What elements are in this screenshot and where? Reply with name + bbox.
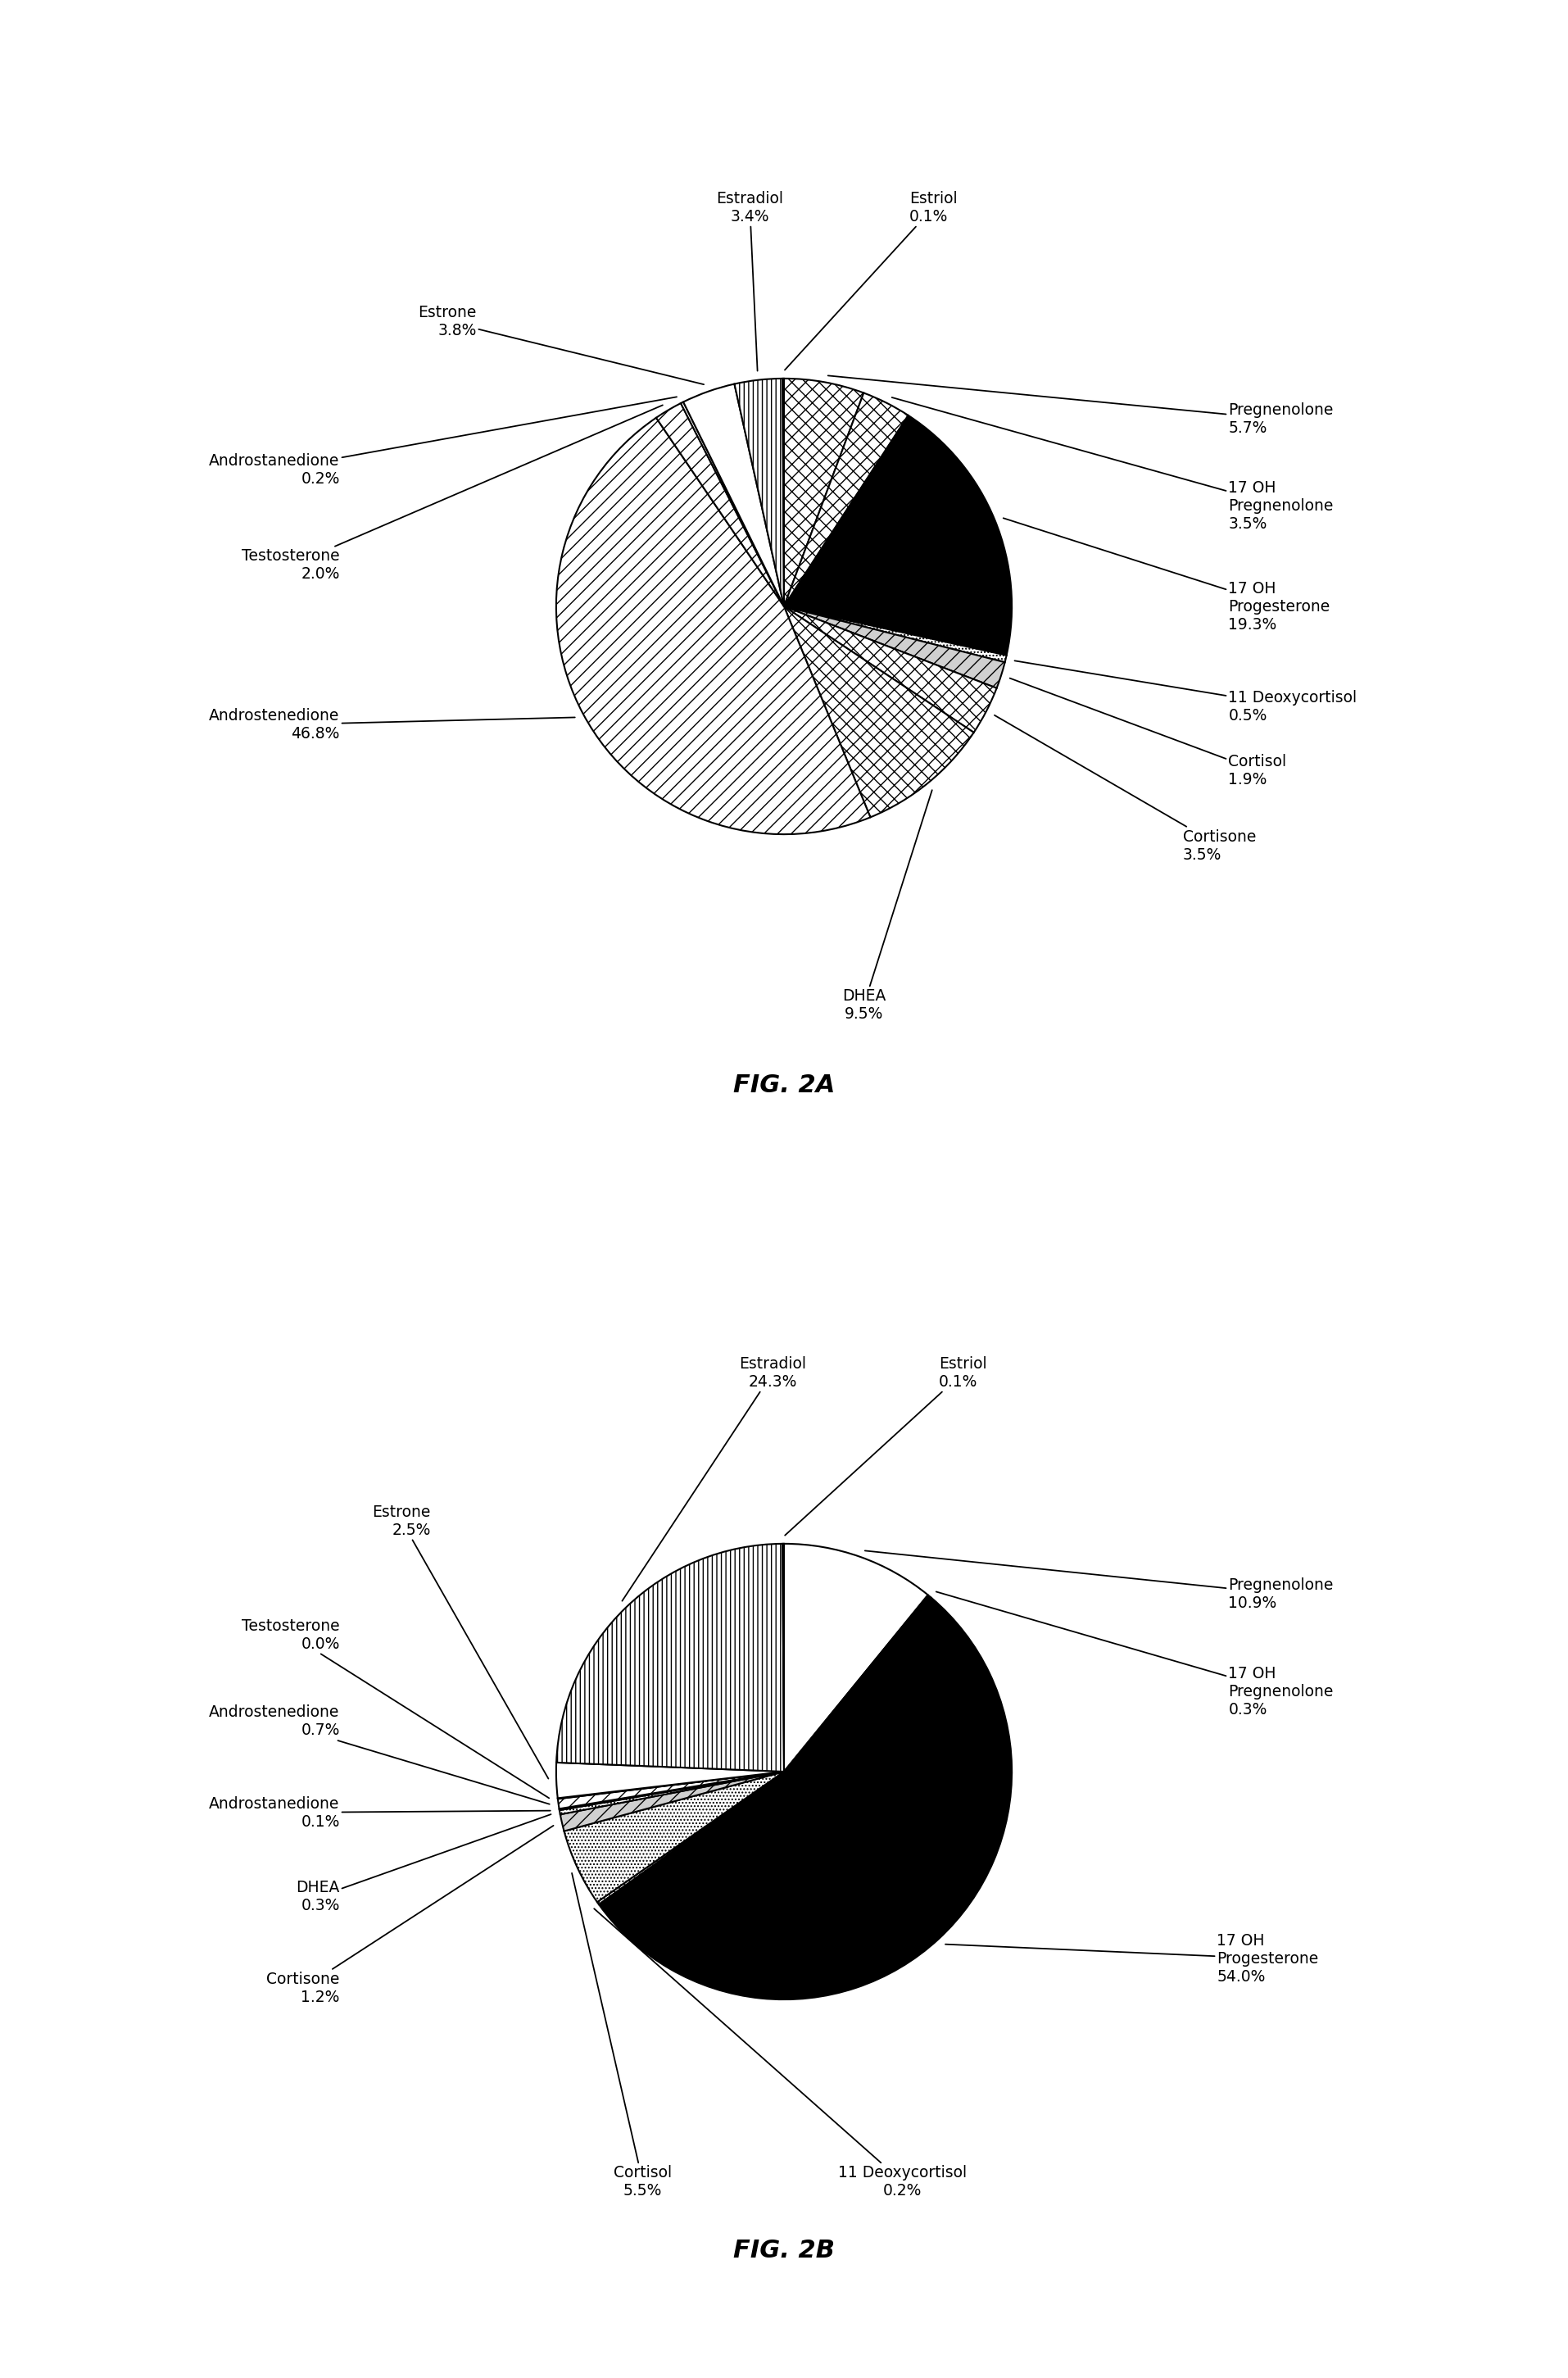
Text: Cortisol
5.5%: Cortisol 5.5% xyxy=(572,1874,671,2200)
Text: Pregnenolone
5.7%: Pregnenolone 5.7% xyxy=(828,376,1333,435)
Wedge shape xyxy=(655,404,784,606)
Wedge shape xyxy=(597,1772,784,1905)
Text: Cortisol
1.9%: Cortisol 1.9% xyxy=(1010,678,1286,787)
Text: 17 OH
Progesterone
54.0%: 17 OH Progesterone 54.0% xyxy=(946,1933,1319,1983)
Text: Cortisone
3.5%: Cortisone 3.5% xyxy=(994,716,1256,863)
Wedge shape xyxy=(784,1596,931,1772)
Text: Androstenedione
0.7%: Androstenedione 0.7% xyxy=(209,1705,549,1805)
Text: DHEA
9.5%: DHEA 9.5% xyxy=(842,789,931,1023)
Wedge shape xyxy=(784,606,1005,687)
Text: Estrone
3.8%: Estrone 3.8% xyxy=(419,304,704,385)
Text: Estradiol
24.3%: Estradiol 24.3% xyxy=(622,1355,806,1600)
Text: Androstanedione
0.1%: Androstanedione 0.1% xyxy=(209,1795,550,1829)
Wedge shape xyxy=(560,1772,784,1810)
Wedge shape xyxy=(784,606,997,732)
Text: Androstanedione
0.2%: Androstanedione 0.2% xyxy=(209,397,677,487)
Text: Estriol
0.1%: Estriol 0.1% xyxy=(786,190,958,371)
Wedge shape xyxy=(784,606,1007,661)
Text: Estradiol
3.4%: Estradiol 3.4% xyxy=(717,190,784,371)
Text: Cortisone
1.2%: Cortisone 1.2% xyxy=(267,1826,554,2005)
Wedge shape xyxy=(560,1772,784,1814)
Text: Androstenedione
46.8%: Androstenedione 46.8% xyxy=(209,709,575,742)
Text: Estriol
0.1%: Estriol 0.1% xyxy=(786,1355,986,1536)
Text: 17 OH
Pregnenolone
0.3%: 17 OH Pregnenolone 0.3% xyxy=(936,1591,1333,1717)
Wedge shape xyxy=(557,419,870,835)
Wedge shape xyxy=(681,402,784,606)
Wedge shape xyxy=(734,378,784,606)
Wedge shape xyxy=(560,1772,784,1831)
Wedge shape xyxy=(784,416,1011,656)
Wedge shape xyxy=(784,392,908,606)
Text: Testosterone
2.0%: Testosterone 2.0% xyxy=(241,404,663,583)
Wedge shape xyxy=(784,378,864,606)
Text: 11 Deoxycortisol
0.2%: 11 Deoxycortisol 0.2% xyxy=(594,1910,967,2200)
Wedge shape xyxy=(558,1772,784,1810)
Text: Testosterone
0.0%: Testosterone 0.0% xyxy=(241,1617,549,1798)
Wedge shape xyxy=(564,1772,784,1902)
Text: DHEA
0.3%: DHEA 0.3% xyxy=(296,1814,550,1914)
Text: Estrone
2.5%: Estrone 2.5% xyxy=(372,1505,549,1779)
Wedge shape xyxy=(557,1543,784,1772)
Wedge shape xyxy=(784,606,974,818)
Wedge shape xyxy=(684,383,784,606)
Wedge shape xyxy=(558,1772,784,1798)
Text: FIG. 2B: FIG. 2B xyxy=(734,2238,834,2261)
Text: 17 OH
Progesterone
19.3%: 17 OH Progesterone 19.3% xyxy=(1004,518,1330,633)
Text: 11 Deoxycortisol
0.5%: 11 Deoxycortisol 0.5% xyxy=(1014,661,1356,723)
Text: FIG. 2A: FIG. 2A xyxy=(734,1072,834,1096)
Wedge shape xyxy=(784,1543,928,1772)
Text: 17 OH
Pregnenolone
3.5%: 17 OH Pregnenolone 3.5% xyxy=(892,397,1333,533)
Wedge shape xyxy=(557,1762,784,1798)
Wedge shape xyxy=(599,1598,1011,2000)
Text: Pregnenolone
10.9%: Pregnenolone 10.9% xyxy=(866,1550,1333,1610)
